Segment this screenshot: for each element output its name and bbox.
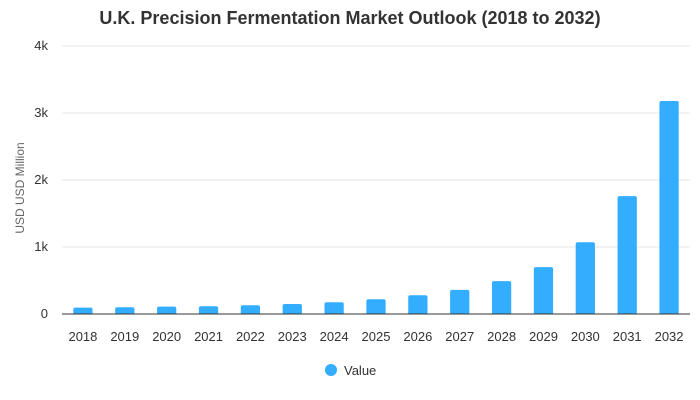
y-tick-label: 1k — [34, 239, 48, 254]
y-tick-label: 3k — [34, 105, 48, 120]
bar-2031[interactable] — [617, 196, 637, 314]
bar-2032[interactable] — [659, 100, 679, 314]
x-tick-label: 2019 — [110, 329, 139, 344]
bar-2018[interactable] — [73, 307, 93, 314]
bar-2023[interactable] — [282, 303, 302, 314]
bar-2022[interactable] — [240, 305, 261, 314]
x-tick-label: 2030 — [571, 329, 600, 344]
bar-2019[interactable] — [115, 307, 135, 314]
x-tick-label: 2032 — [655, 329, 684, 344]
x-tick-label: 2018 — [68, 329, 97, 344]
x-tick-label: 2021 — [194, 329, 223, 344]
chart-title: U.K. Precision Fermentation Market Outlo… — [99, 8, 601, 28]
bar-2027[interactable] — [450, 289, 470, 314]
y-tick-label: 4k — [34, 38, 48, 53]
bar-2024[interactable] — [324, 302, 344, 314]
bar-2025[interactable] — [366, 299, 386, 314]
y-tick-label: 2k — [34, 172, 48, 187]
x-tick-label: 2025 — [362, 329, 391, 344]
bar-2026[interactable] — [408, 295, 428, 314]
bars — [73, 100, 679, 314]
axes: 0 1k 2k 3k 4k 2018 2019 2020 2021 2022 2023 2024 202… — [13, 38, 690, 344]
x-tick-label: 2023 — [278, 329, 307, 344]
x-tick-label: 2020 — [152, 329, 181, 344]
x-tick-label: 2027 — [445, 329, 474, 344]
bar-2028[interactable] — [491, 281, 512, 314]
y-axis-title: USD USD Million — [13, 142, 27, 233]
bar-2021[interactable] — [198, 306, 219, 314]
x-tick-label: 2029 — [529, 329, 558, 344]
bar-2020[interactable] — [157, 306, 177, 314]
bar-2030[interactable] — [575, 242, 595, 314]
x-tick-label: 2024 — [320, 329, 349, 344]
bar-2029[interactable] — [533, 267, 554, 314]
gridlines — [62, 45, 690, 248]
x-tick-label: 2028 — [487, 329, 516, 344]
legend-marker[interactable] — [325, 364, 337, 376]
x-tick-label: 2026 — [403, 329, 432, 344]
legend[interactable]: Value — [325, 363, 376, 378]
x-tick-label: 2022 — [236, 329, 265, 344]
x-tick-label: 2031 — [613, 329, 642, 344]
legend-label[interactable]: Value — [344, 363, 376, 378]
y-tick-label: 0 — [41, 306, 48, 321]
